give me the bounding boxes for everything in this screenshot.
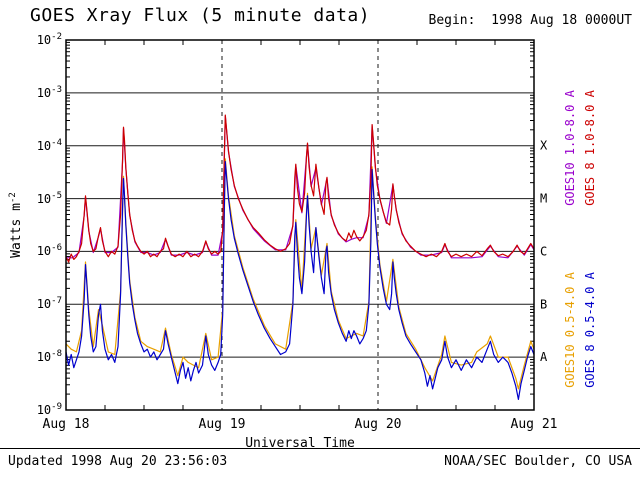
y-tick-label: 10-5 <box>36 190 62 206</box>
flux-class-label-A: A <box>540 350 548 364</box>
y-axis-label: Watts m-2 <box>8 192 24 258</box>
begin-time-label: Begin: 1998 Aug 18 0000UT <box>428 13 633 28</box>
channel-label: GOES 8 1.0-8.0 A <box>583 90 597 206</box>
y-tick-label: 10-2 <box>36 32 62 47</box>
flux-class-label-B: B <box>540 297 547 311</box>
y-tick-label: 10-8 <box>36 349 62 365</box>
y-tick-label: 10-9 <box>36 402 62 417</box>
y-axis-label-exponent: -2 <box>7 192 18 204</box>
x-tick-label: Aug 21 <box>510 417 558 432</box>
channel-label: GOES 8 0.5-4.0 A <box>583 272 597 388</box>
flux-class-label-X: X <box>540 139 548 153</box>
y-axis-label-text: Watts m <box>9 203 25 258</box>
credit-label: NOAA/SEC Boulder, CO USA <box>444 454 632 469</box>
y-tick-label: 10-4 <box>36 137 62 153</box>
y-tick-label: 10-7 <box>36 296 62 312</box>
chart-title: GOES Xray Flux (5 minute data) <box>30 5 371 26</box>
series-goes8-long <box>65 114 535 263</box>
series-goes10-long <box>66 115 535 259</box>
plot-border <box>65 39 535 411</box>
x-axis-label: Universal Time <box>245 436 355 451</box>
flux-class-label-C: C <box>540 244 547 258</box>
x-tick-label: Aug 20 <box>354 417 402 432</box>
channel-label: GOES10 1.0-8.0 A <box>563 90 577 206</box>
y-tick-label: 10-3 <box>36 84 62 100</box>
channel-label: GOES10 0.5-4.0 A <box>563 272 577 388</box>
y-tick-label: 10-6 <box>36 243 62 259</box>
x-tick-label: Aug 18 <box>42 417 90 432</box>
x-tick-label: Aug 19 <box>198 417 246 432</box>
footer-divider <box>0 448 640 449</box>
updated-timestamp: Updated 1998 Aug 20 23:56:03 <box>8 454 228 469</box>
flux-class-label-M: M <box>540 192 547 206</box>
series-goes8-short <box>65 161 535 400</box>
